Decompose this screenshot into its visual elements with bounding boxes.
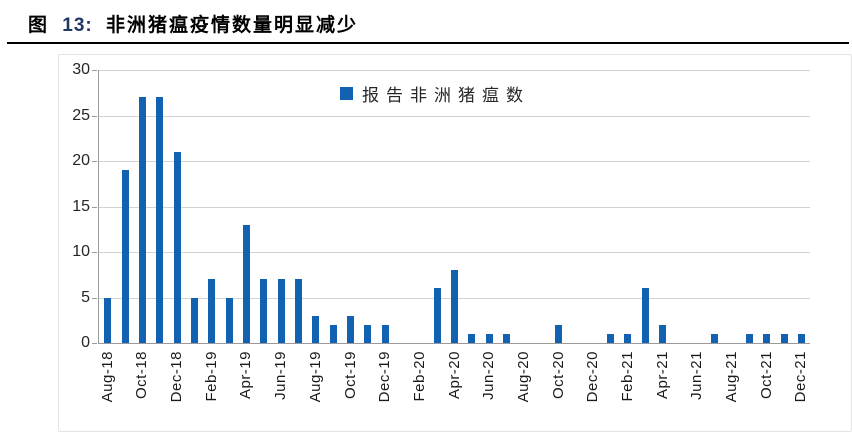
bar-May-19 xyxy=(260,279,268,343)
bar-Mar-20 xyxy=(433,288,441,343)
bar-Jun-20 xyxy=(485,333,493,343)
bar-Jan-21 xyxy=(607,333,615,343)
bar-Nov-18 xyxy=(156,97,164,343)
title-underline xyxy=(7,42,849,44)
gridline xyxy=(99,161,810,162)
bar-Jun-19 xyxy=(277,279,285,343)
y-axis-label: 25 xyxy=(72,106,90,124)
bar-Apr-19 xyxy=(242,224,250,343)
bar-Oct-19 xyxy=(347,315,354,343)
chart-legend: 报告非洲猪瘟数 xyxy=(340,81,530,106)
gridline xyxy=(99,70,810,71)
bar-Oct-20 xyxy=(555,324,562,343)
y-axis-label: 10 xyxy=(72,243,90,260)
legend-label: 报告非洲猪瘟数 xyxy=(362,86,530,105)
x-axis-label: Apr-21 xyxy=(653,351,671,400)
x-axis-label: Aug-18 xyxy=(98,351,116,403)
y-axis-label: 20 xyxy=(72,152,90,169)
x-axis-label: Oct-19 xyxy=(341,351,359,400)
y-axis-tick xyxy=(92,161,97,162)
y-axis-tick xyxy=(92,206,97,208)
figure-number: 13: xyxy=(62,15,93,36)
bar-Sep-19 xyxy=(329,324,337,343)
x-axis-label: Apr-19 xyxy=(237,351,255,400)
gridline xyxy=(99,115,810,117)
bar-Feb-21 xyxy=(624,333,632,343)
bar-Jan-19 xyxy=(190,297,198,343)
x-axis-label: Oct-18 xyxy=(133,351,151,400)
y-axis-line xyxy=(98,70,99,343)
x-axis-label: Jun-21 xyxy=(688,351,706,400)
bar-Nov-21 xyxy=(780,333,788,343)
bar-May-20 xyxy=(468,333,476,343)
x-axis-label: Aug-21 xyxy=(723,351,740,403)
bar-Feb-19 xyxy=(208,279,216,343)
x-axis-label: Feb-19 xyxy=(202,351,220,402)
bar-Nov-19 xyxy=(364,324,372,343)
bar-Mar-21 xyxy=(641,288,649,343)
figure-title-label: 图 xyxy=(28,15,50,36)
y-axis-tick xyxy=(92,252,97,253)
gridline xyxy=(99,252,810,253)
bar-Aug-19 xyxy=(312,315,320,343)
x-axis-label: Dec-21 xyxy=(792,351,810,403)
y-axis-tick xyxy=(92,343,97,344)
bar-Sep-18 xyxy=(121,170,129,343)
bar-Mar-19 xyxy=(225,297,233,343)
bar-Jul-21 xyxy=(711,333,719,343)
y-axis-tick xyxy=(92,297,97,299)
x-axis-label: Jun-20 xyxy=(480,351,498,400)
bar-Aug-18 xyxy=(104,297,112,343)
bar-Apr-21 xyxy=(659,324,667,343)
bar-Dec-21 xyxy=(797,333,805,343)
x-axis-label: Oct-21 xyxy=(757,351,775,400)
bar-Sep-21 xyxy=(745,333,753,343)
y-axis-label: 5 xyxy=(81,288,90,306)
x-axis-label: Aug-20 xyxy=(514,351,532,403)
legend-swatch-icon xyxy=(340,87,353,100)
bar-Apr-20 xyxy=(451,270,458,343)
x-axis-label: Dec-19 xyxy=(376,351,394,403)
figure-title-text: 非洲猪瘟疫情数量明显减少 xyxy=(106,15,359,36)
bar-Oct-21 xyxy=(763,333,771,343)
y-axis-tick xyxy=(92,115,97,117)
x-axis-label: Aug-19 xyxy=(306,351,324,403)
bar-Oct-18 xyxy=(138,97,146,343)
bar-Jul-19 xyxy=(294,279,302,343)
figure-title: 图 13: 非洲猪瘟疫情数量明显减少 xyxy=(28,10,358,37)
y-axis-tick xyxy=(92,70,97,71)
x-axis-label: Jun-19 xyxy=(272,351,290,400)
y-axis-label: 30 xyxy=(72,61,90,78)
bar-Dec-19 xyxy=(381,324,389,343)
y-axis-label: 15 xyxy=(72,197,90,215)
x-axis-label: Feb-20 xyxy=(410,351,428,402)
x-axis-label: Dec-20 xyxy=(584,351,602,403)
gridline xyxy=(99,206,810,208)
bar-Dec-18 xyxy=(173,151,181,343)
bar-Jul-20 xyxy=(503,333,510,343)
x-axis-label: Dec-18 xyxy=(168,351,185,403)
y-axis-label: 0 xyxy=(81,334,90,351)
x-axis-label: Feb-21 xyxy=(618,351,636,402)
x-axis-label: Apr-20 xyxy=(445,351,463,400)
chart-area xyxy=(58,54,852,432)
x-axis-label: Oct-20 xyxy=(549,351,567,400)
x-axis-line xyxy=(98,343,810,344)
